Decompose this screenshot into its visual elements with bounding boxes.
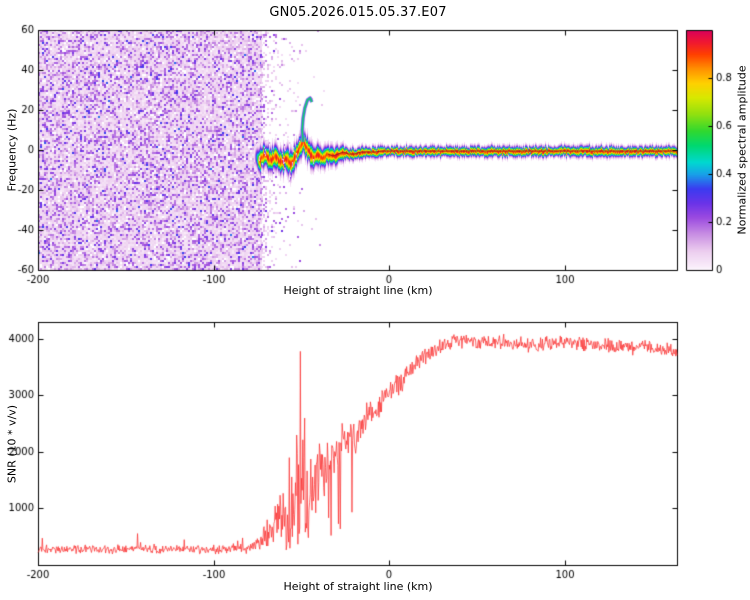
spectrogram-ylabel: Frequency (Hz) xyxy=(5,108,19,192)
spectrogram-xlabel: Height of straight line (km) xyxy=(283,284,433,297)
snr-plot xyxy=(0,300,750,600)
snr-xlabel: Height of straight line (km) xyxy=(283,580,433,593)
spectrogram-plot xyxy=(0,0,750,300)
snr-ylabel: SNR (10 * v/v) xyxy=(5,404,19,484)
colorbar-label: Normalized spectral amplitude xyxy=(735,65,749,235)
